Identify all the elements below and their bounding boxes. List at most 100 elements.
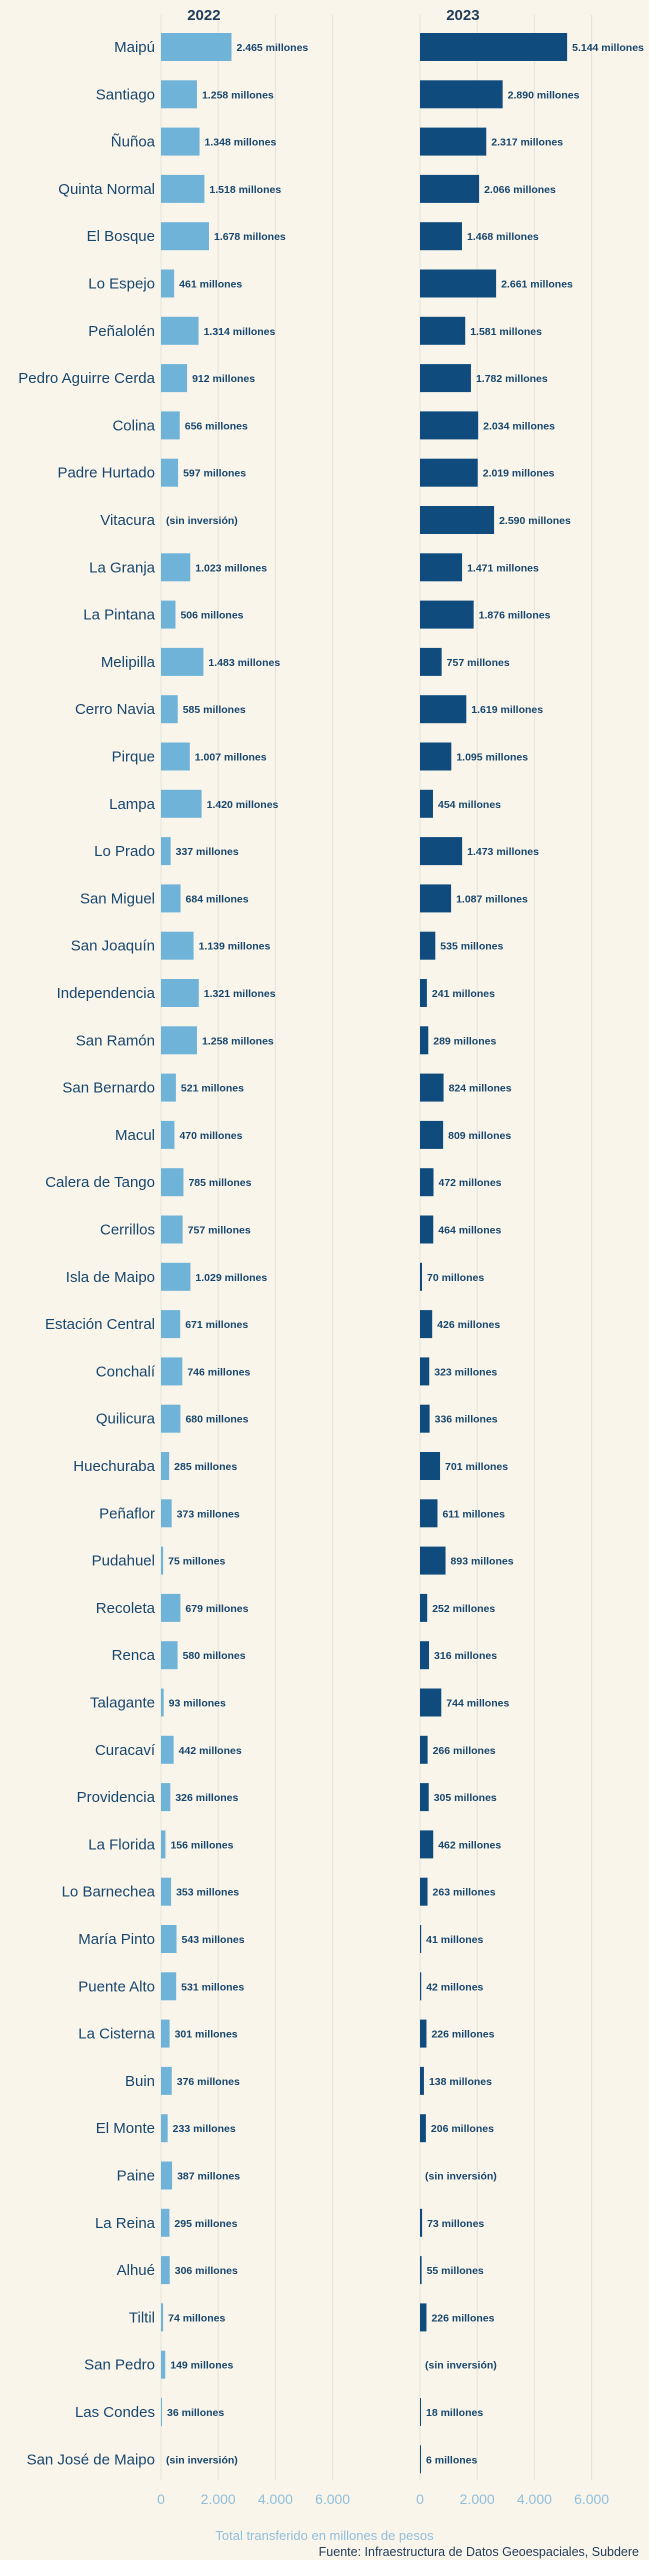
value-label-2022: 785 millones <box>188 1177 251 1189</box>
bar-2022 <box>161 411 180 440</box>
value-label-2023: 426 millones <box>437 1319 500 1331</box>
value-label-2022: 1.007 millones <box>195 752 267 764</box>
value-label-2022: 585 millones <box>183 704 246 716</box>
bar-2023 <box>420 1073 444 1102</box>
category-label: Providencia <box>77 1789 156 1806</box>
value-label-2023: 1.876 millones <box>479 610 551 622</box>
value-label-2023: 893 millones <box>451 1556 514 1568</box>
category-label: Lo Espejo <box>88 276 155 293</box>
value-label-2023: 1.581 millones <box>470 326 542 338</box>
bar-2023 <box>420 222 462 251</box>
bar-2022 <box>161 2398 163 2426</box>
value-label-2022: 671 millones <box>185 1319 248 1331</box>
value-label-2023: 305 millones <box>434 1792 497 1804</box>
tick-label-2022: 6.000 <box>315 2491 350 2507</box>
bar-2022 <box>161 647 204 676</box>
value-label-2023: 2.590 millones <box>499 515 571 527</box>
bar-2023 <box>420 80 503 109</box>
bar-2022 <box>161 2256 170 2285</box>
value-label-2022: 506 millones <box>180 610 243 622</box>
bar-2023 <box>420 2256 422 2285</box>
category-label: Santiago <box>96 86 155 103</box>
value-label-2022: 679 millones <box>185 1603 248 1615</box>
value-label-2023: (sin inversión) <box>425 2360 497 2372</box>
bar-2023 <box>420 1026 429 1055</box>
bar-2022 <box>161 1972 177 2001</box>
value-label-2022: 2.465 millones <box>236 42 308 54</box>
category-label: Peñalolén <box>88 323 155 340</box>
value-label-2023: 1.473 millones <box>467 846 539 858</box>
bar-2023 <box>420 33 568 61</box>
value-label-2022: 156 millones <box>170 1839 233 1851</box>
value-label-2022: 597 millones <box>183 468 246 480</box>
category-label: Paine <box>117 2168 155 2185</box>
category-label: Recoleta <box>96 1600 156 1617</box>
bar-2023 <box>420 2208 423 2237</box>
value-label-2023: 316 millones <box>434 1650 497 1662</box>
category-label: El Bosque <box>87 228 155 245</box>
value-label-2023: 206 millones <box>431 2123 494 2135</box>
category-label: San Miguel <box>80 890 155 907</box>
bar-2022 <box>161 458 179 487</box>
bar-2023 <box>420 2066 424 2095</box>
category-label: Renca <box>112 1647 156 1664</box>
value-label-2023: 289 millones <box>433 1035 496 1047</box>
bar-2023 <box>420 1688 442 1717</box>
bar-2023 <box>420 1783 429 1812</box>
category-label: Independencia <box>57 985 156 1002</box>
bar-2023 <box>420 1925 422 1953</box>
value-label-2023: 462 millones <box>438 1839 501 1851</box>
tick-label-2022: 2.000 <box>201 2491 236 2507</box>
bar-2022 <box>161 2019 170 2048</box>
value-label-2023: 824 millones <box>449 1083 512 1095</box>
value-label-2023: 1.782 millones <box>476 373 548 385</box>
value-label-2022: 461 millones <box>179 279 242 291</box>
value-label-2023: 73 millones <box>427 2218 484 2230</box>
value-label-2022: 1.029 millones <box>195 1272 267 1284</box>
category-label: Pirque <box>112 749 155 766</box>
value-label-2023: 809 millones <box>448 1130 511 1142</box>
value-label-2023: 266 millones <box>433 1745 496 1757</box>
value-label-2023: 2.019 millones <box>483 468 555 480</box>
bar-2022 <box>161 600 176 629</box>
category-label: Cerro Navia <box>75 701 156 718</box>
bar-2023 <box>420 1641 430 1670</box>
bar-2022 <box>161 1357 183 1386</box>
bar-2022 <box>161 1925 177 1953</box>
bar-2022 <box>161 742 190 771</box>
source-note: Fuente: Infraestructura de Datos Geoespa… <box>318 2545 639 2559</box>
value-label-2022: (sin inversión) <box>166 515 238 527</box>
category-label: Maipú <box>114 39 155 56</box>
bar-2023 <box>420 1168 434 1197</box>
value-label-2022: 1.321 millones <box>204 988 276 1000</box>
value-label-2022: 149 millones <box>170 2360 233 2372</box>
category-label: Lo Barnechea <box>62 1884 156 1901</box>
x-axis-title: Total transferido en millones de pesos <box>215 2528 434 2543</box>
bar-2023 <box>420 1262 423 1291</box>
category-label: Ñuñoa <box>111 134 156 151</box>
bar-2023 <box>420 695 467 724</box>
value-label-2023: 323 millones <box>434 1366 497 1378</box>
value-label-2023: 1.087 millones <box>456 893 528 905</box>
bar-2022 <box>161 80 197 109</box>
bar-2022 <box>161 316 199 345</box>
bar-2023 <box>420 837 463 866</box>
bar-2022 <box>161 1026 197 1055</box>
bar-2022 <box>161 1073 176 1102</box>
value-label-2022: 656 millones <box>185 420 248 432</box>
bar-2023 <box>420 174 480 203</box>
value-label-2022: 295 millones <box>174 2218 237 2230</box>
bar-2023 <box>420 127 487 156</box>
value-label-2022: 543 millones <box>182 1934 245 1946</box>
category-label: La Granja <box>89 559 156 576</box>
value-label-2023: 1.471 millones <box>467 562 539 574</box>
category-label: Peñaflor <box>99 1505 155 1522</box>
value-label-2023: 70 millones <box>427 1272 484 1284</box>
bar-2022 <box>161 1546 164 1575</box>
bar-2022 <box>161 33 232 61</box>
value-label-2022: 387 millones <box>177 2171 240 2183</box>
bar-2022 <box>161 1830 166 1859</box>
bar-2023 <box>420 411 479 440</box>
bar-2022 <box>161 2350 166 2379</box>
